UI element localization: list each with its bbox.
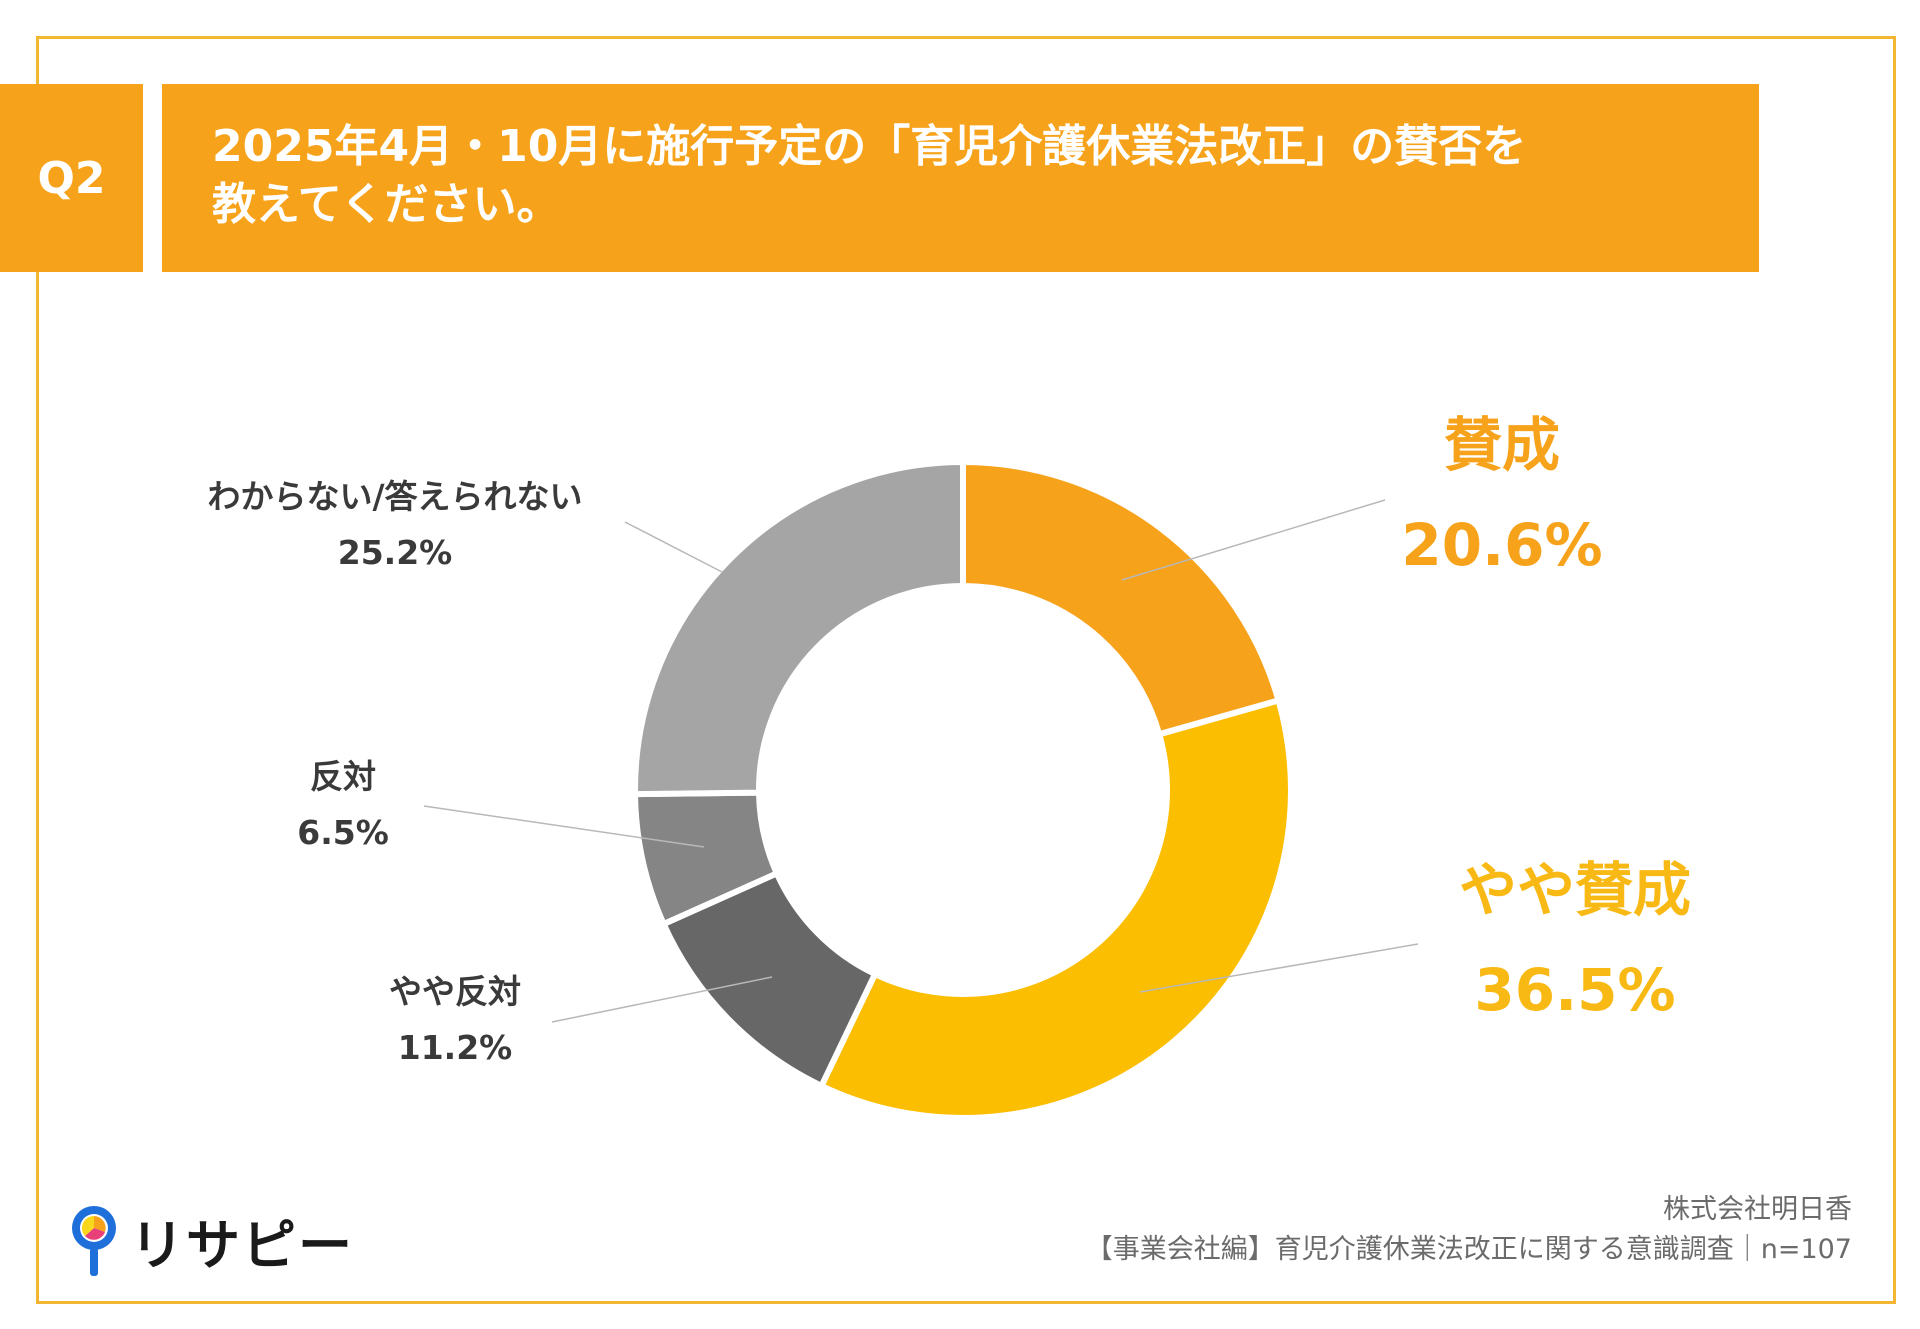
slice-value-label: 6.5% xyxy=(297,813,389,852)
slice-category-label: わからない/答えられない xyxy=(207,477,583,516)
footer-credits: 株式会社明日香 【事業会社編】育児介護休業法改正に関する意識調査｜n=107 xyxy=(1086,1190,1852,1270)
leader-lines xyxy=(423,499,1419,1023)
donut-slices xyxy=(632,459,1295,1121)
question-title-line-2: 教えてください。 xyxy=(212,179,561,230)
slice-label-3: やや反対 11.2% xyxy=(325,964,585,1076)
question-title-bar: 2025年4月・10月に施行予定の「育児介護休業法改正」の賛否を 教えてください… xyxy=(162,84,1759,272)
slice-category-label: 反対 xyxy=(310,757,376,796)
leader-line-1 xyxy=(1121,499,1386,581)
slice-value-label: 20.6% xyxy=(1401,511,1603,579)
leader-line-2 xyxy=(1139,943,1419,993)
logo-pin-icon xyxy=(66,1200,122,1280)
logo-text: リサピー xyxy=(130,1213,354,1277)
risapi-logo: リサピー xyxy=(66,1200,354,1280)
donut-slice-1 xyxy=(960,459,1282,738)
slice-label-2: やや賛成 36.5% xyxy=(1425,840,1725,1040)
slice-value-label: 11.2% xyxy=(397,1028,513,1067)
footer-company: 株式会社明日香 xyxy=(1663,1194,1852,1225)
slide-frame xyxy=(36,36,1896,1304)
leader-line-3 xyxy=(551,976,773,1023)
question-badge: Q2 xyxy=(0,84,143,272)
footer-survey: 【事業会社編】育児介護休業法改正に関する意識調査｜n=107 xyxy=(1085,1234,1852,1265)
slice-category-label: やや反対 xyxy=(389,972,521,1011)
slice-label-1: 賛成 20.6% xyxy=(1372,395,1632,595)
donut-slice-2 xyxy=(818,697,1295,1121)
question-number: Q2 xyxy=(37,152,106,204)
leader-line-5 xyxy=(624,521,723,573)
slice-label-4: 反対 6.5% xyxy=(243,749,443,861)
slice-category-label: 賛成 xyxy=(1443,411,1560,479)
slice-value-label: 25.2% xyxy=(337,533,453,572)
leader-line-4 xyxy=(423,805,705,848)
slice-label-5: わからない/答えられない 25.2% xyxy=(165,469,625,581)
question-title-line-1: 2025年4月・10月に施行予定の「育児介護休業法改正」の賛否を xyxy=(212,121,1527,172)
slice-value-label: 36.5% xyxy=(1474,956,1676,1024)
slice-category-label: やや賛成 xyxy=(1458,856,1691,924)
donut-slice-5 xyxy=(632,459,966,798)
